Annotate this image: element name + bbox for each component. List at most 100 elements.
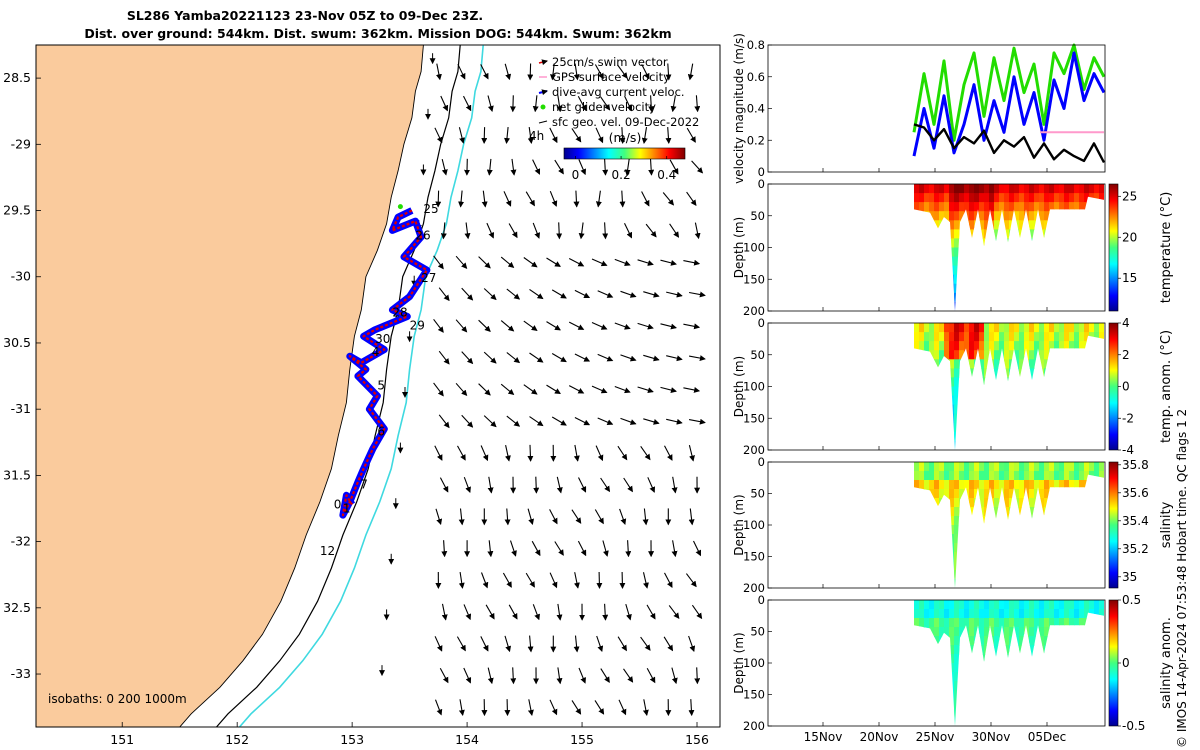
heatmap-cell — [1099, 570, 1104, 580]
heatmap-cell — [914, 368, 920, 379]
heatmap-cell — [934, 292, 940, 303]
heatmap-cell — [944, 368, 950, 379]
heatmap-cell — [1024, 552, 1030, 562]
heatmap-cell — [1094, 609, 1100, 619]
heatmap-cell — [1094, 462, 1100, 472]
heatmap-cell — [934, 600, 940, 610]
heatmap-cell — [959, 413, 965, 424]
heatmap-cell — [1059, 543, 1065, 553]
heatmap-cell — [999, 404, 1005, 415]
heatmap-cell — [1004, 600, 1010, 610]
heatmap-cell — [1089, 609, 1095, 619]
heatmap-cell — [1014, 663, 1020, 673]
heatmap-cell — [1074, 323, 1080, 333]
heatmap-cell — [979, 471, 985, 481]
heatmap-cell — [949, 627, 955, 637]
heatmap-cell — [1089, 274, 1095, 285]
heatmap-cell — [984, 292, 990, 303]
current-arrow — [523, 384, 538, 395]
current-arrow — [689, 291, 706, 298]
heatmap-cell — [999, 570, 1005, 580]
heatmap-cell — [959, 323, 965, 333]
heatmap-cell — [959, 404, 965, 415]
heatmap-cell — [949, 256, 955, 267]
heatmap-cell — [1034, 471, 1040, 481]
current-arrow — [643, 354, 660, 362]
heatmap-cell — [974, 636, 980, 646]
heatmap-cell — [954, 498, 960, 508]
heatmap-cell — [914, 462, 920, 472]
heatmap-cell — [1099, 561, 1104, 571]
heatmap-cell — [979, 561, 985, 571]
colorbar-tick-label: 35.8 — [1122, 458, 1149, 472]
heatmap-cell — [1059, 654, 1065, 664]
heatmap-cell — [924, 636, 930, 646]
heatmap-cell — [954, 690, 960, 700]
heatmap-cell — [974, 609, 980, 619]
heatmap-cell — [934, 561, 940, 571]
heatmap-cell — [929, 516, 935, 526]
heatmap-cell — [1094, 211, 1100, 221]
heatmap-cell — [979, 681, 985, 691]
current-arrow — [506, 288, 521, 300]
heatmap-cell — [1069, 323, 1075, 333]
heatmap-cell — [979, 220, 985, 230]
heatmap-cell — [1094, 386, 1100, 397]
heatmap-cell — [1069, 636, 1075, 646]
heatmap-cell — [1094, 283, 1100, 294]
heatmap-cell — [1059, 600, 1065, 610]
heatmap-cell — [1064, 274, 1070, 285]
heatmap-cell — [1064, 247, 1070, 258]
heatmap-cell — [924, 663, 930, 673]
heatmap-cell — [1039, 480, 1045, 490]
heatmap-cell — [1059, 627, 1065, 637]
heatmap-cell — [1089, 579, 1095, 588]
heatmap-cell — [964, 220, 970, 230]
heatmap-cell — [959, 274, 965, 285]
heatmap-cell — [1099, 609, 1104, 619]
heatmap-cell — [969, 422, 975, 433]
heatmap-cell — [1074, 543, 1080, 553]
heatmap-cell — [919, 507, 925, 517]
heatmap-cell — [1024, 265, 1030, 276]
colorbar-label: temperature (°C) — [1159, 192, 1174, 304]
heatmap-cell — [1099, 489, 1104, 499]
current-arrow — [504, 127, 510, 144]
heatmap-cell — [1054, 256, 1060, 267]
heatmap-cell — [1024, 247, 1030, 258]
panel-4: 3535.235.435.635.8salinity050100150200De… — [732, 455, 1174, 595]
heatmap-cell — [1069, 561, 1075, 571]
heatmap-cell — [959, 440, 965, 450]
heatmap-cell — [999, 247, 1005, 258]
heatmap-cell — [984, 627, 990, 637]
current-arrow — [645, 223, 657, 238]
heatmap-cell — [984, 690, 990, 700]
heatmap-cell — [964, 395, 970, 406]
heatmap-cell — [1039, 256, 1045, 267]
heatmap-cell — [999, 323, 1005, 333]
y-tick-label: 200 — [743, 443, 765, 457]
heatmap-cell — [1044, 422, 1050, 433]
heatmap-cell — [1069, 341, 1075, 351]
heatmap-cell — [1064, 422, 1070, 433]
heatmap-cell — [959, 471, 965, 481]
heatmap-cell — [939, 431, 945, 442]
heatmap-cell — [1044, 570, 1050, 580]
heatmap-cell — [1084, 525, 1090, 535]
heatmap-cell — [934, 256, 940, 267]
heatmap-cell — [1059, 471, 1065, 481]
heatmap-cell — [979, 292, 985, 303]
heatmap-cell — [1094, 627, 1100, 637]
heatmap-cell — [914, 654, 920, 664]
heatmap-cell — [1029, 350, 1035, 360]
heatmap-cell — [1009, 404, 1015, 415]
current-arrow — [595, 190, 602, 208]
heatmap-cell — [919, 480, 925, 490]
heatmap-cell — [954, 247, 960, 258]
heatmap-cell — [914, 283, 920, 294]
current-arrow — [486, 158, 493, 176]
heatmap-cell — [974, 462, 980, 472]
heatmap-cell — [974, 645, 980, 655]
map-colorbar-ticks: 0 0.2 0.4 — [572, 156, 676, 182]
y-tick-label: 0 — [758, 593, 765, 607]
